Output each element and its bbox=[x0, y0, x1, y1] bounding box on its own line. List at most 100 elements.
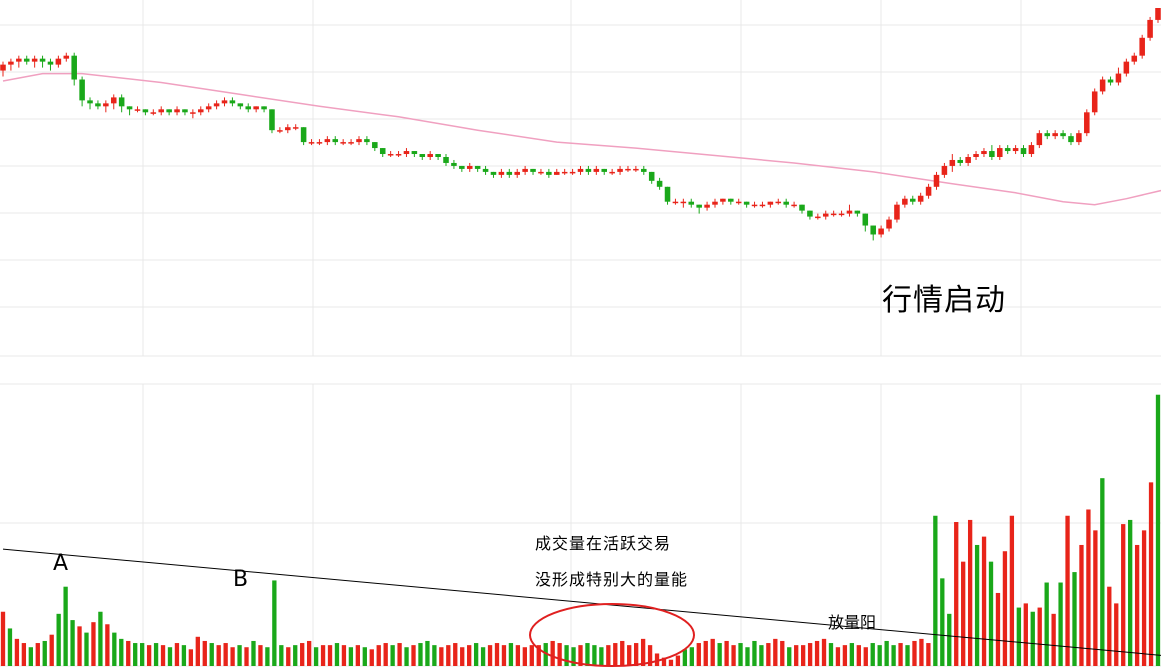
candle bbox=[110, 94, 117, 110]
candle-body bbox=[103, 103, 109, 107]
volume-bar bbox=[543, 643, 548, 666]
candle bbox=[973, 151, 979, 160]
candle-body bbox=[23, 58, 30, 62]
candle bbox=[917, 192, 924, 205]
volume-bar bbox=[1016, 607, 1022, 666]
candle-body bbox=[1036, 133, 1043, 146]
volume-bar bbox=[814, 640, 820, 666]
candle bbox=[348, 139, 354, 146]
volume-bar bbox=[634, 643, 639, 666]
candle-body bbox=[656, 180, 663, 187]
candle bbox=[822, 210, 829, 220]
volume-bar bbox=[460, 647, 465, 666]
candle-body bbox=[395, 154, 402, 156]
candle bbox=[229, 97, 236, 107]
candle-body bbox=[269, 109, 275, 131]
candle bbox=[198, 106, 204, 116]
volume-bar bbox=[174, 643, 180, 666]
volume-bar bbox=[988, 561, 994, 666]
volume-bar bbox=[891, 645, 896, 666]
candle bbox=[1139, 34, 1145, 59]
candle-body bbox=[838, 213, 845, 216]
volume-bar bbox=[954, 522, 959, 666]
candle-body bbox=[909, 198, 916, 202]
volume-bar bbox=[961, 561, 966, 666]
candle-body bbox=[348, 142, 354, 144]
candle-body bbox=[419, 154, 426, 157]
annotation-market-start: 行情启动 bbox=[882, 283, 1006, 318]
volume-bar bbox=[661, 657, 667, 666]
candle bbox=[1044, 130, 1051, 140]
volume-bar bbox=[1107, 586, 1112, 666]
candle bbox=[530, 168, 536, 175]
candle-body bbox=[142, 109, 149, 113]
volume-bar bbox=[863, 647, 868, 666]
volume-bar bbox=[1134, 544, 1140, 666]
volume-bar bbox=[759, 645, 764, 666]
candle-body bbox=[1107, 79, 1114, 83]
candle bbox=[316, 139, 323, 146]
candle-body bbox=[514, 171, 520, 175]
volume-bar bbox=[1114, 603, 1119, 666]
volume-bar bbox=[14, 638, 20, 666]
candle-body bbox=[902, 198, 908, 205]
volume-bar bbox=[675, 655, 681, 666]
candle bbox=[941, 162, 948, 178]
volume-bar bbox=[63, 586, 68, 666]
candle-body bbox=[854, 210, 861, 214]
candle-body bbox=[569, 171, 576, 174]
candle-body bbox=[601, 168, 608, 172]
candle bbox=[1012, 145, 1019, 155]
candle-body bbox=[735, 201, 742, 204]
volume-bar bbox=[84, 632, 89, 666]
annotation-a: A bbox=[53, 551, 69, 576]
candle bbox=[878, 225, 884, 238]
candle-body bbox=[1115, 73, 1122, 83]
volume-bar bbox=[752, 640, 757, 666]
candle-body bbox=[981, 151, 987, 155]
annotation-volume-note-line1: 成交量在活跃交易 bbox=[535, 534, 672, 553]
volume-bar bbox=[550, 640, 555, 666]
candle-body bbox=[553, 171, 560, 175]
candle bbox=[949, 154, 956, 172]
volume-bar bbox=[682, 649, 688, 666]
volume-bar bbox=[7, 628, 13, 666]
volume-bar bbox=[1155, 394, 1161, 666]
candle bbox=[1020, 145, 1027, 157]
candle bbox=[506, 168, 513, 178]
candle-body bbox=[617, 168, 623, 172]
candle bbox=[103, 100, 109, 113]
volume-bar bbox=[209, 643, 214, 666]
volume-bar bbox=[995, 592, 1001, 666]
candle bbox=[751, 201, 758, 208]
candle bbox=[680, 198, 687, 208]
candle-body bbox=[1139, 37, 1145, 56]
candle-body bbox=[672, 201, 679, 204]
candle bbox=[1091, 88, 1098, 116]
candle bbox=[648, 171, 655, 184]
candle-body bbox=[39, 58, 46, 62]
candle-body bbox=[16, 58, 22, 62]
volume-layer bbox=[0, 394, 1161, 666]
volume-bar bbox=[800, 645, 806, 666]
candle bbox=[807, 210, 813, 220]
volume-bar bbox=[1044, 582, 1049, 666]
candle-body bbox=[759, 204, 766, 207]
candle bbox=[799, 204, 805, 214]
candle-body bbox=[95, 103, 101, 107]
candle bbox=[31, 55, 38, 68]
candle-body bbox=[743, 201, 750, 205]
candle-body bbox=[118, 97, 125, 107]
candle bbox=[253, 106, 259, 113]
candle bbox=[735, 198, 742, 205]
volume-bar bbox=[383, 643, 388, 666]
candle bbox=[577, 165, 584, 175]
candle-body bbox=[1060, 133, 1066, 137]
candle-body bbox=[0, 64, 6, 71]
volume-bar bbox=[77, 626, 82, 666]
candle-body bbox=[561, 171, 568, 174]
volume-bar bbox=[369, 649, 374, 666]
candle bbox=[1052, 130, 1058, 140]
volume-bar bbox=[153, 643, 159, 666]
